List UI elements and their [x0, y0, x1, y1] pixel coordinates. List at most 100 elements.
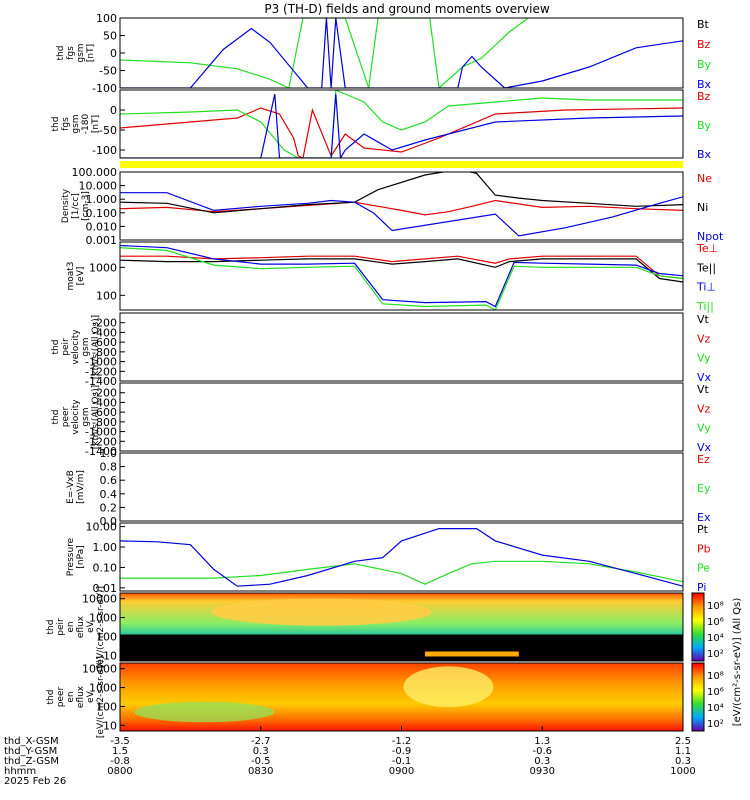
series-temperature-2	[120, 244, 683, 308]
x-tick-label: 0.3	[675, 756, 691, 767]
panel-frame	[119, 89, 684, 159]
y-tick-label: 0.0	[100, 515, 118, 528]
y-axis-label: [nT]	[86, 44, 96, 62]
y-axis-label: eflux	[76, 685, 86, 708]
colorbar-label: [eV/(cm²-s-sr-eV)] (All Qs)	[732, 598, 743, 727]
legend-entry: Pb	[697, 542, 711, 555]
x-tick-label: 1.3	[534, 736, 550, 747]
panel-efield: 1.00.80.60.40.20.0 E=-VxB [mV/m] Ez Ey Ex	[66, 447, 711, 528]
y-tick-label: 0.4	[100, 488, 118, 501]
y-axis-label: E=-VxB	[66, 470, 76, 504]
y-tick-label: 0	[110, 104, 117, 117]
x-tick-label: 1.1	[675, 746, 691, 757]
x-tick-label: -1.2	[392, 736, 412, 747]
y-tick-label: 0.8	[100, 461, 118, 474]
y-tick-label: 0.100	[86, 207, 118, 220]
x-tick-label: 0930	[530, 766, 555, 777]
legend-entry: Bx	[697, 148, 712, 161]
y-tick-label: -600	[92, 336, 117, 349]
y-tick-label: 100	[96, 630, 117, 643]
legend-entry: Pi	[697, 581, 706, 594]
y-tick-label: -1000	[85, 356, 117, 369]
y-tick-label: 0.6	[100, 474, 118, 487]
series-fgs-gsm-rotated-1	[120, 90, 683, 158]
y-axis-label: peer	[61, 406, 71, 427]
y-axis-label: Density	[61, 188, 71, 223]
series-density-0	[120, 199, 683, 216]
y-axis-label: [km/s (All Qs)]	[91, 385, 101, 449]
panel-peir-en-eflux: 10000 1000 100 10 thd peir en eflux eV [eV/(cm2-s…	[46, 586, 684, 668]
y-tick-label: 0.001	[86, 234, 118, 247]
panel-frame	[119, 592, 684, 662]
series-fgs-gsm-1	[120, 18, 683, 88]
x-tick-label: 1000	[670, 766, 695, 777]
y-axis-label: Pressure	[66, 537, 76, 576]
panel-peer-en-eflux: 10000 1000 100 10 thd peer en eflux eV [eV/(cm2-s…	[46, 656, 684, 738]
ephemeris-row-label: hhmm	[4, 766, 36, 777]
y-tick-label: -400	[92, 396, 117, 409]
colorbar-tick-label: 10⁶	[707, 617, 724, 628]
y-axis-label: fgs	[61, 117, 71, 131]
ephemeris-row-label: thd_Z-GSM	[4, 756, 59, 767]
y-tick-label: -1400	[85, 445, 117, 458]
y-axis-label: velocity	[71, 399, 81, 435]
legend-entry: Pt	[697, 523, 709, 536]
legend-entry: Bz	[697, 38, 711, 51]
legend-entry: Vt	[697, 313, 710, 326]
y-axis-label: [cm-3]	[81, 191, 91, 221]
colorbar-tick-label: 10⁴	[707, 633, 724, 644]
legend-entry: Vy	[697, 422, 711, 435]
y-axis-label: fgs	[66, 46, 76, 60]
quality-flag-bar	[120, 161, 683, 168]
y-axis-label: peir	[56, 618, 66, 636]
panel-fgs-gsm: 100 50 0 -50 -100 thd fgs gsm [nT] Bt Bz By Bx	[56, 12, 712, 95]
y-tick-label: 10000	[82, 663, 117, 676]
y-axis-label: [1/cc]	[71, 193, 81, 219]
y-tick-label: -1000	[85, 426, 117, 439]
ephemeris-row-label: 2025 Feb 26	[4, 776, 66, 787]
y-tick-label: -200	[92, 387, 117, 400]
legend-entry: Bt	[697, 18, 710, 31]
series-fgs-gsm-rotated-0	[120, 107, 683, 158]
colorbar-tick-label: 10⁴	[707, 703, 724, 714]
y-axis-label: [km/s (All Qs)]	[91, 315, 101, 379]
y-axis-label: gsm	[76, 43, 86, 62]
legend-entry: Vz	[697, 332, 711, 345]
y-axis-label: [mV/m]	[76, 470, 86, 504]
y-tick-label: -100	[92, 144, 117, 157]
panel-fgs-gsm-rotated: 0 -50 -100 thd fgs gsm -180 [nT] Bz By Bx	[51, 89, 712, 161]
x-tick-label: 0.3	[534, 756, 550, 767]
y-tick-label: -50	[99, 124, 117, 137]
panel-peer-velocity: -200-400-600-800-1000-1200-1400 thd peer ve…	[51, 382, 712, 458]
legend-entry: Vx	[697, 441, 712, 454]
y-axis-label: thd	[46, 690, 56, 705]
series-fgs-gsm-rotated-2	[120, 93, 683, 158]
panel-frame	[119, 452, 684, 522]
y-tick-label: 1.00	[93, 541, 118, 554]
x-tick-label: 1.5	[112, 746, 128, 757]
colorbar-tick-label: 10⁸	[707, 601, 724, 612]
y-tick-label: 10.000	[79, 180, 118, 193]
series-pressure-0	[120, 560, 683, 585]
y-axis-label: [nPa]	[76, 545, 86, 568]
legend-entry: Ni	[697, 201, 708, 214]
panel-frame	[119, 17, 684, 89]
y-tick-label: 10000	[82, 593, 117, 606]
x-tick-label: -0.5	[251, 756, 271, 767]
series-temperature-3	[120, 247, 683, 310]
y-tick-label: 100	[96, 289, 117, 302]
y-tick-label: -400	[92, 326, 117, 339]
y-axis-label: gsm	[81, 407, 91, 426]
y-tick-label: 100.000	[72, 166, 118, 179]
colorbar-tick-label: 10⁶	[707, 687, 724, 698]
panel-frame	[119, 312, 684, 382]
panel-frame	[119, 522, 684, 592]
y-axis-label: [nT]	[91, 115, 101, 133]
y-tick-label: 1000	[89, 682, 117, 695]
panel-peir-velocity: -200-400-600-800-1000-1200-1400 thd peir ve…	[51, 312, 712, 388]
x-tick-label: -0.1	[392, 756, 412, 767]
x-tick-label: 0.3	[253, 746, 269, 757]
